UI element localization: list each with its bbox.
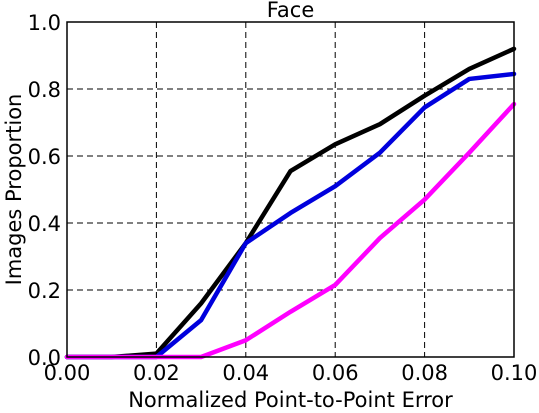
series-lines (64, 46, 517, 360)
y-axis-label: Images Proportion (2, 94, 26, 286)
y-tick-label: 0.8 (28, 78, 61, 102)
x-tick-label: 0.08 (401, 361, 448, 385)
x-tick-label: 0.04 (222, 361, 269, 385)
plot-frame (66, 21, 515, 358)
series-line-3 (64, 101, 517, 360)
y-tick-label: 0.4 (28, 212, 61, 236)
tick-labels: 0.00 0.02 0.04 0.06 0.08 0.10 0.0 0.2 0.4 0.6 0.8 1… (28, 11, 538, 385)
x-tick-label: 0.10 (491, 361, 538, 385)
x-tick-label: 0.06 (312, 361, 359, 385)
chart-title: Face (267, 0, 315, 22)
grid (67, 22, 514, 357)
x-tick-label: 0.02 (133, 361, 180, 385)
y-tick-label: 0.6 (28, 145, 61, 169)
x-tick-label: 0.00 (44, 361, 91, 385)
y-tick-label: 1.0 (28, 11, 61, 35)
series-line-2 (64, 71, 517, 360)
y-tick-label: 0.0 (28, 346, 61, 370)
x-axis-label: Normalized Point-to-Point Error (128, 388, 453, 412)
y-tick-label: 0.2 (28, 279, 61, 303)
